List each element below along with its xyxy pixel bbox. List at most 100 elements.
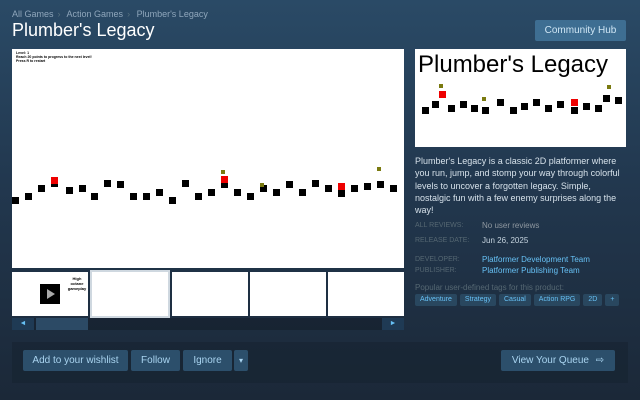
video-label: High octane gameplay <box>67 276 87 291</box>
enemy-block <box>439 91 446 98</box>
release-date-value: Jun 26, 2025 <box>482 236 529 245</box>
game-description: Plumber's Legacy is a classic 2D platfor… <box>415 156 620 216</box>
breadcrumb-action-games[interactable]: Action Games <box>66 9 124 19</box>
platform-block <box>460 101 467 108</box>
platform-block <box>510 107 517 114</box>
tag-list: Adventure Strategy Casual Action RPG 2D … <box>415 294 620 306</box>
platform-block <box>482 107 489 114</box>
platform-block <box>521 103 528 110</box>
platform-block <box>25 193 32 200</box>
thumbnail-video[interactable]: High octane gameplay <box>12 272 88 316</box>
ignore-button[interactable]: Ignore <box>183 350 232 371</box>
platform-block <box>377 181 384 188</box>
platform-block <box>156 189 163 196</box>
platform-block <box>260 185 267 192</box>
reviews-label: All Reviews: <box>415 222 464 229</box>
developer-link[interactable]: Platformer Development Team <box>482 255 590 264</box>
platform-block <box>130 193 137 200</box>
ignore-dropdown-button[interactable]: ▾ <box>234 350 248 371</box>
developer-label: Developer: <box>415 256 460 263</box>
tag-more-button[interactable]: + <box>605 294 620 306</box>
platform-block <box>364 183 371 190</box>
game-hud: Level: 1 Reach 20 points to progress to … <box>16 51 92 63</box>
reviews-value: No user reviews <box>482 221 540 230</box>
arrow-right-icon: ⇨ <box>595 355 605 366</box>
breadcrumb-current[interactable]: Plumber's Legacy <box>136 9 208 19</box>
breadcrumb: All Games › Action Games › Plumber's Legac… <box>12 9 208 19</box>
platform-block <box>38 185 45 192</box>
purchase-actions-bar: Add to your wishlist Follow Ignore ▾ Vie… <box>12 342 628 383</box>
platform-block <box>338 190 345 197</box>
follow-button[interactable]: Follow <box>131 350 180 371</box>
platform-block <box>247 193 254 200</box>
release-date-label: Release Date: <box>415 237 470 244</box>
publisher-link[interactable]: Platformer Publishing Team <box>482 266 580 275</box>
thumbnail-screenshot[interactable] <box>328 272 404 316</box>
thumbnail-strip: High octane gameplay <box>12 270 404 318</box>
platform-block <box>182 180 189 187</box>
main-screenshot[interactable]: Level: 1 Reach 20 points to progress to … <box>12 49 404 268</box>
platform-block <box>557 101 564 108</box>
coin-block <box>482 97 486 101</box>
coin-block <box>221 170 225 174</box>
platform-block <box>91 193 98 200</box>
tag-strategy[interactable]: Strategy <box>459 294 496 306</box>
thumbnail-scrollbar[interactable]: ◄ ► <box>12 318 404 330</box>
hud-goal: Reach 20 points to progress to the next … <box>16 55 92 59</box>
platform-block <box>583 103 590 110</box>
play-icon <box>40 284 60 304</box>
breadcrumb-all-games[interactable]: All Games <box>12 9 54 19</box>
platform-block <box>390 185 397 192</box>
platform-block <box>12 197 19 204</box>
platform-block <box>234 189 241 196</box>
tag-2d[interactable]: 2D <box>583 294 603 306</box>
platform-block <box>422 107 429 114</box>
coin-block <box>439 84 443 88</box>
platform-block <box>571 107 578 114</box>
platform-block <box>497 99 504 106</box>
platform-block <box>208 189 215 196</box>
platform-block <box>221 181 228 188</box>
platform-block <box>66 187 73 194</box>
platform-block <box>615 97 622 104</box>
coin-block <box>260 183 264 187</box>
platform-block <box>195 193 202 200</box>
thumbnail-screenshot[interactable] <box>172 272 248 316</box>
platform-block <box>595 105 602 112</box>
platform-block <box>325 185 332 192</box>
enemy-block <box>51 177 58 184</box>
platform-block <box>533 99 540 106</box>
page-title: Plumber's Legacy <box>12 20 155 40</box>
coin-block <box>377 167 381 171</box>
enemy-block <box>221 176 228 183</box>
scrollbar-handle[interactable] <box>36 318 88 330</box>
tag-action-rpg[interactable]: Action RPG <box>533 294 581 306</box>
scroll-right-button[interactable]: ► <box>382 318 404 330</box>
wishlist-button[interactable]: Add to your wishlist <box>23 350 128 371</box>
platform-block <box>273 189 280 196</box>
platform-block <box>312 180 319 187</box>
platform-block <box>471 105 478 112</box>
view-queue-label: View Your Queue <box>511 355 589 366</box>
enemy-block <box>571 99 578 106</box>
platform-block <box>79 185 86 192</box>
tag-casual[interactable]: Casual <box>499 294 531 306</box>
view-queue-button[interactable]: View Your Queue ⇨ <box>501 350 615 371</box>
community-hub-button[interactable]: Community Hub <box>535 20 626 41</box>
scroll-left-button[interactable]: ◄ <box>12 318 34 330</box>
enemy-block <box>338 183 345 190</box>
capsule-image: Plumber's Legacy <box>415 49 626 147</box>
platform-block <box>299 189 306 196</box>
platform-block <box>104 180 111 187</box>
platform-block <box>143 193 150 200</box>
platform-block <box>286 181 293 188</box>
tag-adventure[interactable]: Adventure <box>415 294 457 306</box>
thumbnail-screenshot[interactable] <box>250 272 326 316</box>
platform-block <box>448 105 455 112</box>
thumbnail-screenshot[interactable] <box>90 270 170 318</box>
platform-block <box>169 197 176 204</box>
coin-block <box>607 85 611 89</box>
tags-label: Popular user-defined tags for this produ… <box>415 283 564 292</box>
platform-block <box>603 95 610 102</box>
hud-restart: Press R to restart <box>16 59 46 63</box>
